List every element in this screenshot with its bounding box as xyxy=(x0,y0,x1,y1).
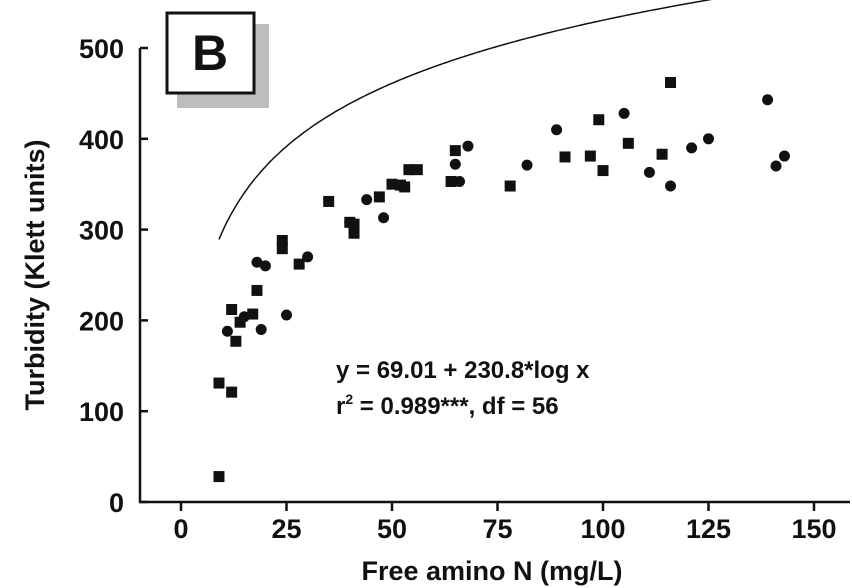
y-tick-label: 200 xyxy=(79,306,124,336)
data-point-circle xyxy=(302,251,314,263)
data-point-square xyxy=(230,335,242,347)
data-point-square xyxy=(403,164,415,176)
data-point-circle xyxy=(259,260,271,272)
y-tick-label: 100 xyxy=(79,397,124,427)
panel-badge-box xyxy=(165,11,256,95)
data-point-square xyxy=(213,471,225,483)
x-tick-label: 50 xyxy=(377,514,407,544)
r-squared-superscript: 2 xyxy=(345,391,353,407)
data-point-square xyxy=(622,137,634,149)
data-point-square xyxy=(226,386,238,398)
data-point-circle xyxy=(462,140,474,152)
y-tick-label: 0 xyxy=(109,488,124,518)
data-point-circle xyxy=(361,194,373,206)
data-point-square xyxy=(593,114,605,126)
data-point-square xyxy=(276,234,288,246)
data-point-square xyxy=(323,195,335,207)
data-point-square xyxy=(656,148,668,160)
data-point-square xyxy=(276,243,288,255)
x-tick-label: 100 xyxy=(580,514,625,544)
data-point-square xyxy=(597,165,609,177)
equation-annotation: y = 69.01 + 230.8*log x xyxy=(336,357,590,384)
data-point-circle xyxy=(221,325,233,337)
data-point-square xyxy=(247,308,259,320)
data-point-circle xyxy=(618,107,630,119)
data-point-circle xyxy=(251,256,263,268)
y-axis-title: Turbidity (Klett units) xyxy=(20,140,50,411)
data-point-square xyxy=(234,316,246,328)
data-point-square xyxy=(665,77,677,89)
data-point-square xyxy=(411,164,423,176)
data-point-square xyxy=(293,258,305,270)
x-tick-label: 25 xyxy=(271,514,301,544)
data-point-circle xyxy=(551,124,563,136)
data-point-circle xyxy=(255,323,267,335)
data-point-square xyxy=(584,150,596,162)
data-point-square xyxy=(386,178,398,190)
data-point-circle xyxy=(378,212,390,224)
data-point-square xyxy=(504,180,516,192)
data-point-circle xyxy=(762,94,774,106)
x-ticks: 0 25 50 75 100 125 150 xyxy=(173,502,837,544)
data-point-square xyxy=(445,175,457,187)
y-tick-label: 500 xyxy=(79,34,124,64)
data-point-square xyxy=(213,377,225,389)
data-point-circle xyxy=(686,142,698,154)
axes: 0 100 200 300 400 500 0 25 50 75 100 125 150 xyxy=(79,34,850,544)
data-point-circle xyxy=(665,180,677,192)
data-point-square xyxy=(348,227,360,239)
data-point-square xyxy=(399,181,411,193)
panel-letter: B xyxy=(192,25,228,81)
data-points xyxy=(213,77,790,483)
x-tick-label: 150 xyxy=(791,514,836,544)
x-tick-label: 125 xyxy=(686,514,731,544)
y-ticks: 0 100 200 300 400 500 xyxy=(79,34,148,518)
r-squared-value: = 0.989***, df = 56 xyxy=(353,393,558,420)
panel-badge: B xyxy=(165,11,269,108)
data-point-square xyxy=(559,151,571,163)
x-tick-label: 75 xyxy=(482,514,512,544)
y-tick-label: 400 xyxy=(79,125,124,155)
r-squared-annotation: r2 = 0.989***, df = 56 xyxy=(336,391,559,420)
data-point-square xyxy=(348,218,360,230)
data-point-circle xyxy=(643,166,655,178)
data-point-circle xyxy=(449,158,461,170)
y-tick-label: 300 xyxy=(79,216,124,246)
data-point-square xyxy=(373,191,385,203)
data-point-circle xyxy=(778,150,790,162)
x-tick-label: 0 xyxy=(173,514,188,544)
data-point-circle xyxy=(521,159,533,171)
data-point-circle xyxy=(703,133,714,145)
data-point-circle xyxy=(281,309,292,321)
data-point-circle xyxy=(454,175,466,187)
r-squared-prefix: r xyxy=(336,393,345,420)
data-point-square xyxy=(226,304,238,316)
fit-curve xyxy=(218,0,713,240)
data-point-square xyxy=(251,284,263,296)
x-axis-title: Free amino N (mg/L) xyxy=(361,556,622,586)
data-point-circle xyxy=(770,160,782,172)
data-point-square xyxy=(449,145,461,157)
